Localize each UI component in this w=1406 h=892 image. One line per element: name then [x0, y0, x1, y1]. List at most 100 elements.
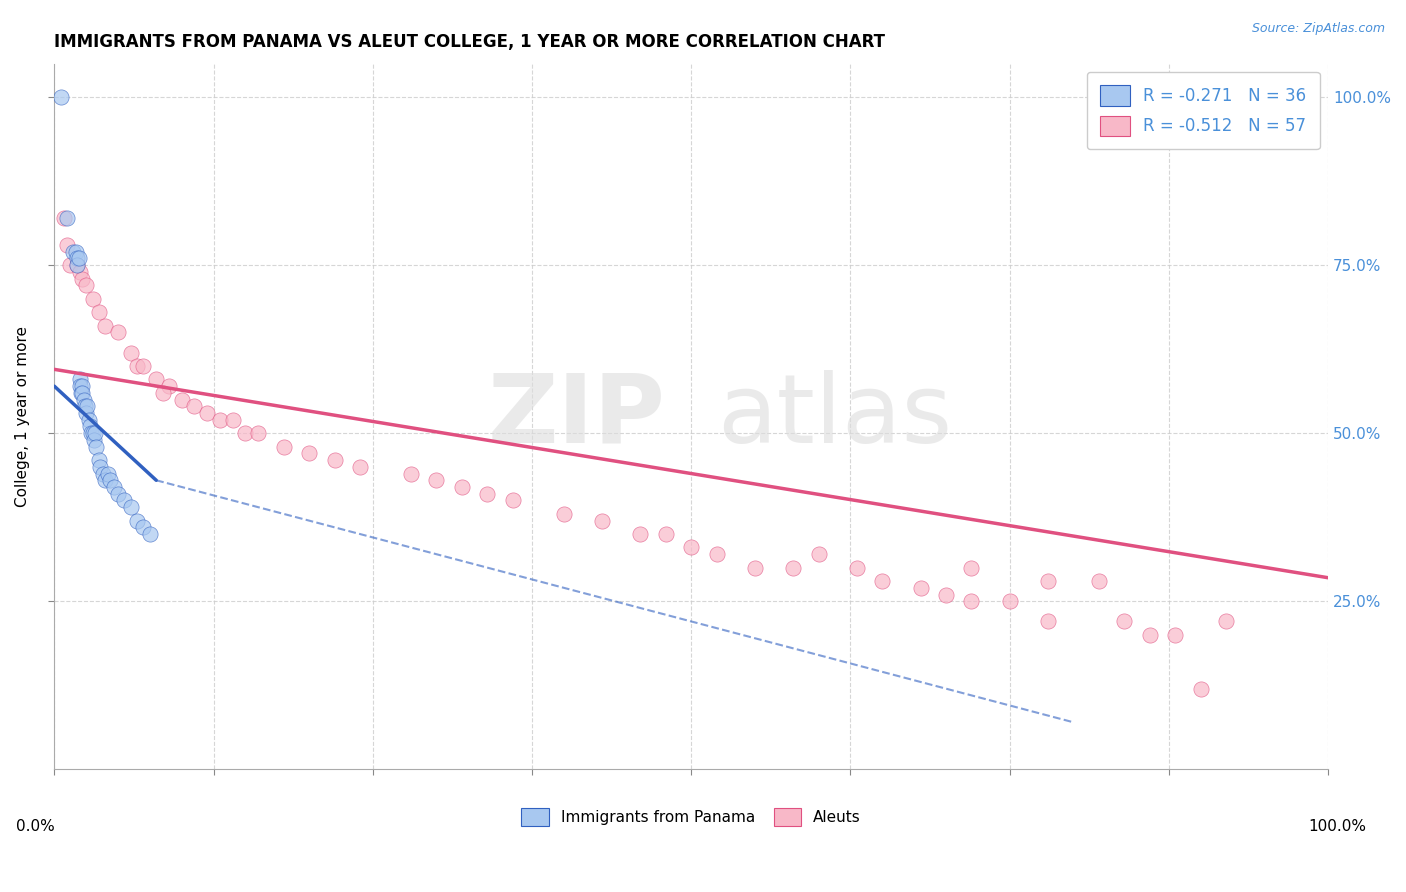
Point	[75, 278, 97, 293]
Point	[66, 252, 89, 266]
Point	[195, 406, 218, 420]
Point	[591, 514, 613, 528]
Point	[960, 594, 983, 608]
Point	[73, 400, 96, 414]
Point	[107, 486, 129, 500]
Point	[1088, 574, 1111, 588]
Y-axis label: College, 1 year or more: College, 1 year or more	[15, 326, 30, 507]
Point	[65, 244, 87, 259]
Point	[56, 211, 79, 226]
Text: IMMIGRANTS FROM PANAMA VS ALEUT COLLEGE, 1 YEAR OR MORE CORRELATION CHART: IMMIGRANTS FROM PANAMA VS ALEUT COLLEGE,…	[55, 33, 886, 51]
Point	[94, 473, 117, 487]
Point	[782, 560, 804, 574]
Point	[1114, 615, 1136, 629]
Point	[1036, 574, 1059, 588]
Text: ZIP: ZIP	[488, 370, 666, 463]
Point	[807, 547, 830, 561]
Point	[235, 426, 257, 441]
Point	[98, 473, 121, 487]
Point	[935, 588, 957, 602]
Point	[80, 426, 103, 441]
Point	[91, 467, 114, 481]
Point	[69, 372, 91, 386]
Point	[152, 385, 174, 400]
Point	[72, 385, 94, 400]
Point	[132, 359, 155, 373]
Point	[49, 90, 72, 104]
Point	[998, 594, 1021, 608]
Text: Source: ZipAtlas.com: Source: ZipAtlas.com	[1251, 22, 1385, 36]
Point	[97, 467, 120, 481]
Point	[349, 459, 371, 474]
Point	[69, 265, 91, 279]
Point	[107, 326, 129, 340]
Point	[157, 379, 180, 393]
Point	[82, 426, 104, 441]
Point	[53, 211, 76, 226]
Point	[66, 258, 89, 272]
Point	[66, 258, 89, 272]
Point	[58, 258, 80, 272]
Point	[845, 560, 868, 574]
Point	[706, 547, 728, 561]
Point	[170, 392, 193, 407]
Point	[451, 480, 474, 494]
Point	[221, 413, 243, 427]
Point	[87, 453, 110, 467]
Point	[62, 244, 84, 259]
Point	[247, 426, 270, 441]
Point	[208, 413, 231, 427]
Point	[553, 507, 575, 521]
Point	[1036, 615, 1059, 629]
Point	[70, 385, 93, 400]
Point	[744, 560, 766, 574]
Point	[127, 514, 149, 528]
Point	[628, 527, 651, 541]
Point	[76, 400, 98, 414]
Point	[72, 379, 94, 393]
Point	[56, 238, 79, 252]
Point	[681, 541, 703, 555]
Point	[77, 413, 100, 427]
Point	[94, 318, 117, 333]
Point	[127, 359, 149, 373]
Text: 100.0%: 100.0%	[1309, 819, 1367, 834]
Legend: Immigrants from Panama, Aleuts: Immigrants from Panama, Aleuts	[515, 801, 868, 832]
Point	[82, 292, 104, 306]
Point	[1189, 681, 1212, 696]
Point	[84, 426, 107, 441]
Point	[655, 527, 678, 541]
Point	[502, 493, 524, 508]
Point	[872, 574, 894, 588]
Point	[79, 419, 101, 434]
Point	[139, 527, 162, 541]
Point	[477, 486, 499, 500]
Point	[960, 560, 983, 574]
Point	[72, 392, 94, 407]
Point	[72, 271, 94, 285]
Point	[298, 446, 321, 460]
Point	[103, 480, 125, 494]
Point	[67, 252, 90, 266]
Text: atlas: atlas	[717, 370, 952, 463]
Point	[120, 345, 142, 359]
Point	[273, 440, 295, 454]
Point	[89, 459, 111, 474]
Point	[86, 440, 108, 454]
Point	[87, 305, 110, 319]
Point	[75, 406, 97, 420]
Point	[83, 433, 105, 447]
Point	[69, 379, 91, 393]
Point	[323, 453, 346, 467]
Point	[1215, 615, 1237, 629]
Point	[132, 520, 155, 534]
Point	[1139, 628, 1161, 642]
Point	[112, 493, 135, 508]
Point	[425, 473, 447, 487]
Text: 0.0%: 0.0%	[15, 819, 55, 834]
Point	[1164, 628, 1187, 642]
Point	[145, 372, 167, 386]
Point	[120, 500, 142, 515]
Point	[183, 400, 205, 414]
Point	[399, 467, 422, 481]
